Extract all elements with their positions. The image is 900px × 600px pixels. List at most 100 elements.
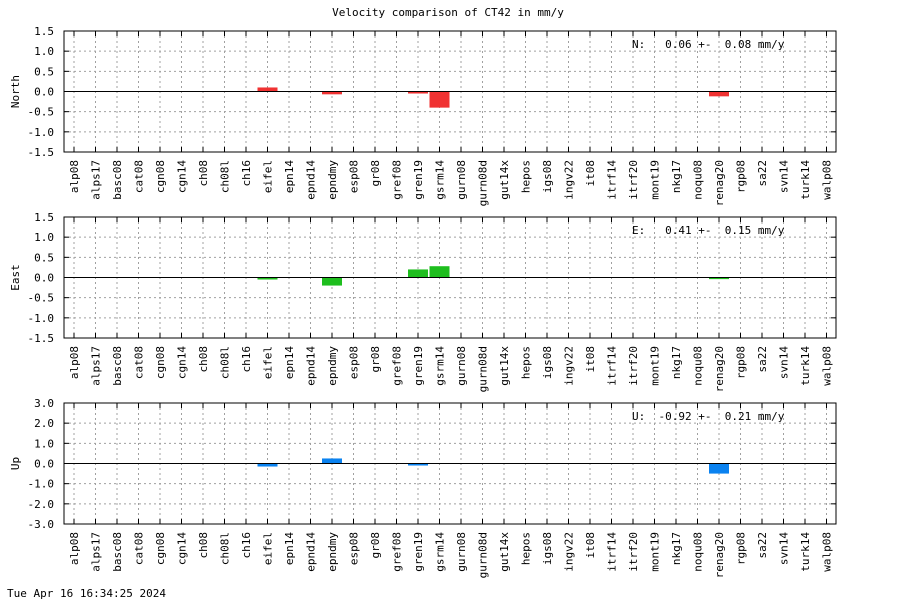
footer-timestamp: Tue Apr 16 16:34:25 2024 [7,587,166,600]
xtick-label-gurn08d: gurn08d [477,346,490,392]
xtick-label-itrf20: itrf20 [627,346,640,386]
xtick-label-itrf20: itrf20 [627,160,640,200]
ytick-label: -1.0 [28,478,55,491]
xtick-label-mont19: mont19 [649,160,662,200]
panels-layer: 1.5 1.0 0.5 0.0 -0.5 -1.0 -1.5 alp08 alps17 basc0… [9,25,837,578]
ytick-label: -0.5 [28,292,55,305]
xtick-label-sa22: sa22 [756,532,769,559]
xtick-label-gref08: gref08 [391,160,404,200]
ytick-label: -0.5 [28,106,55,119]
xtick-label-cat08: cat08 [133,346,146,379]
xtick-label-mont19: mont19 [649,346,662,386]
ytick-label: 0.0 [34,272,54,285]
xtick-label-itrf14: itrf14 [606,346,619,386]
xtick-label-renag20: renag20 [713,532,726,578]
bar-east-epndmy [322,277,342,286]
xtick-label-nkg17: nkg17 [670,160,683,193]
xtick-label-walp08: walp08 [821,532,834,572]
bar-north-gsrm14 [429,91,450,108]
xtick-label-epnd14: epnd14 [305,532,318,572]
panel-up: 3.0 2.0 1.0 0.0 -1.0 -2.0 -3.0 alp08 alps17 basc0… [9,397,837,578]
ytick-label: 0.5 [34,65,54,78]
xtick-label-rgp08: rgp08 [735,160,748,193]
xtick-label-svn14: svn14 [778,346,791,379]
xtick-label-alp08: alp08 [68,160,81,193]
bar-up-eifel [257,463,278,467]
xtick-label-ch16: ch16 [240,346,253,373]
ytick-label: -1.5 [28,332,55,345]
xtick-label-nkg17: nkg17 [670,532,683,565]
stat-north: N: 0.06 +- 0.08 mm/y [632,38,785,51]
bar-up-renag20 [709,463,729,474]
ytick-label: 2.0 [34,417,54,430]
ytick-label: 0.0 [34,458,54,471]
bar-north-eifel [257,87,278,92]
xtick-label-walp08: walp08 [821,160,834,200]
ytick-label: 0.5 [34,251,54,264]
xtick-label-alps17: alps17 [90,160,103,200]
bar-north-gren19 [408,91,428,94]
xtick-label-itrf14: itrf14 [606,160,619,200]
xtick-label-epndmy: epndmy [326,160,339,200]
xtick-label-gr08: gr08 [369,346,382,373]
ytick-label: 3.0 [34,397,54,410]
xtick-label-walp08: walp08 [821,346,834,386]
xtick-label-cgn14: cgn14 [176,532,189,565]
xtick-label-ingv22: ingv22 [563,160,576,200]
xtick-label-ingv22: ingv22 [563,346,576,386]
xtick-label-epn14: epn14 [283,346,296,379]
xtick-label-ch08l: ch08l [219,346,232,379]
xtick-label-epnd14: epnd14 [305,346,318,386]
xtick-label-alp08: alp08 [68,346,81,379]
xtick-label-hepos: hepos [520,532,533,565]
bar-east-renag20 [709,277,729,280]
xtick-label-epn14: epn14 [283,532,296,565]
xtick-label-cgn08: cgn08 [154,160,167,193]
panel-north: 1.5 1.0 0.5 0.0 -0.5 -1.0 -1.5 alp08 alps17 basc0… [9,25,837,206]
ylabel-north: North [9,75,22,108]
xtick-label-itrf14: itrf14 [606,532,619,572]
xtick-label-rgp08: rgp08 [735,346,748,379]
ytick-label: -2.0 [28,498,55,511]
xtick-label-gurn08: gurn08 [455,160,468,200]
stat-east: E: 0.41 +- 0.15 mm/y [632,224,785,237]
bar-east-gren19 [408,269,428,278]
xtick-label-epnd14: epnd14 [305,160,318,200]
xtick-label-ch08: ch08 [197,160,210,187]
xtick-label-gurn08d: gurn08d [477,160,490,206]
xtick-label-cat08: cat08 [133,160,146,193]
ytick-label: 1.0 [34,45,54,58]
xtick-label-eifel: eifel [262,160,275,193]
ytick-label: -1.5 [28,146,55,159]
xtick-label-gurn08: gurn08 [455,346,468,386]
xtick-label-hepos: hepos [520,346,533,379]
xtick-label-nkg17: nkg17 [670,346,683,379]
xtick-label-igs08: igs08 [541,346,554,379]
xtick-label-ch16: ch16 [240,160,253,187]
bar-east-eifel [257,277,278,280]
xtick-label-gurn08: gurn08 [455,532,468,572]
xtick-label-ch08l: ch08l [219,532,232,565]
xtick-label-cgn08: cgn08 [154,346,167,379]
xtick-label-cat08: cat08 [133,532,146,565]
xtick-label-gut14x: gut14x [498,346,511,386]
xtick-label-svn14: svn14 [778,160,791,193]
ytick-label: -3.0 [28,518,55,531]
xtick-label-alps17: alps17 [90,532,103,572]
xtick-label-epndmy: epndmy [326,346,339,386]
xtick-label-cgn08: cgn08 [154,532,167,565]
xtick-label-igs08: igs08 [541,160,554,193]
xtick-label-cgn14: cgn14 [176,346,189,379]
xtick-label-ch16: ch16 [240,532,253,559]
xtick-label-turk14: turk14 [799,160,812,200]
xtick-label-mont19: mont19 [649,532,662,572]
xtick-label-eifel: eifel [262,346,275,379]
xtick-label-ingv22: ingv22 [563,532,576,572]
xtick-label-ch08l: ch08l [219,160,232,193]
xtick-label-it08: it08 [584,346,597,373]
xtick-label-cgn14: cgn14 [176,160,189,193]
xtick-label-eifel: eifel [262,532,275,565]
xtick-label-noqu08: noqu08 [692,160,705,200]
ylabel-east: East [9,264,22,291]
